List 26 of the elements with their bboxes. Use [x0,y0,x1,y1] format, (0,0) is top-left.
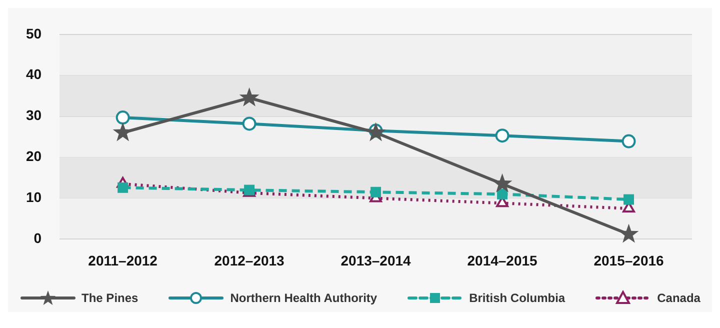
y-tick-label: 20 [26,148,42,164]
point [242,116,256,131]
point [497,188,508,200]
y-tick-label: 50 [26,25,42,42]
point [495,128,510,143]
legend-label: The Pines [82,291,138,305]
legend-label: Northern Health Authority [230,291,378,305]
point [118,182,128,193]
y-tick-label: 10 [26,189,42,206]
point [116,110,130,125]
x-tick-label: 2012–2013 [214,252,285,268]
point [239,87,260,106]
legend-label: British Columbia [469,291,566,305]
y-tick-label: 0 [34,230,42,246]
x-tick-label: 2011–2012 [88,252,158,268]
point [624,194,634,205]
x-tick-label: 2015–2016 [594,252,664,268]
point [492,173,512,192]
y-tick-label: 40 [26,66,42,82]
legend-label: Canada [657,291,700,305]
point [622,134,636,148]
y-tick-label: 30 [26,107,42,124]
point [370,186,382,198]
x-tick-label: 2013–2014 [340,252,412,268]
x-tick-label: 2014–2015 [467,252,538,268]
point [618,224,639,243]
